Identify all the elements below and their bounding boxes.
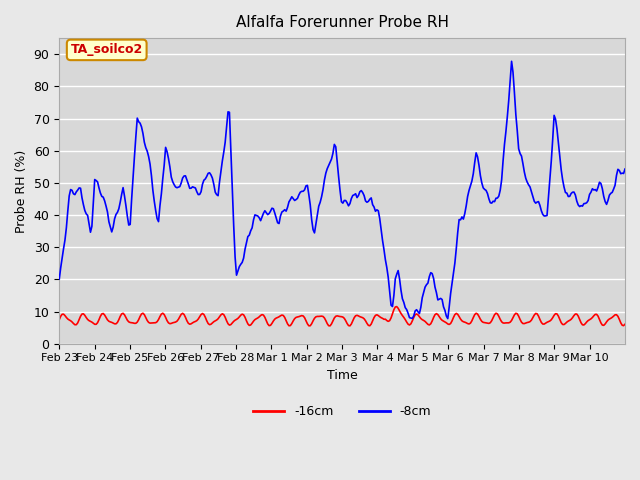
Y-axis label: Probe RH (%): Probe RH (%) <box>15 149 28 233</box>
X-axis label: Time: Time <box>327 369 358 382</box>
Text: TA_soilco2: TA_soilco2 <box>70 43 143 56</box>
Title: Alfalfa Forerunner Probe RH: Alfalfa Forerunner Probe RH <box>236 15 449 30</box>
Legend: -16cm, -8cm: -16cm, -8cm <box>248 400 436 423</box>
